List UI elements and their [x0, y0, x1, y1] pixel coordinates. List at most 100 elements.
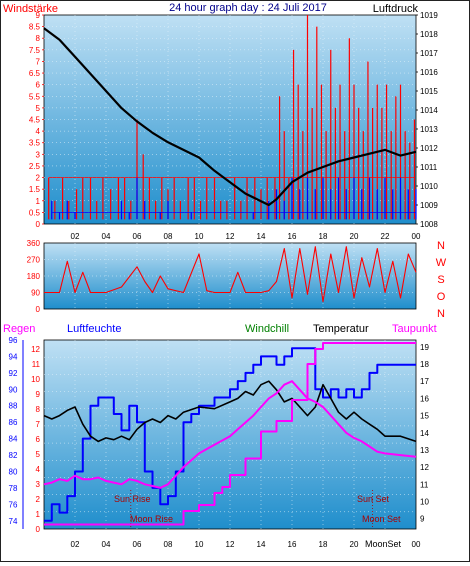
time-tick-label-bottom: 06 [133, 540, 142, 549]
temperature-tick-label: 18 [420, 360, 429, 369]
time-tick-label-bottom: 20 [350, 540, 359, 549]
direction-line [44, 246, 417, 303]
humidity-tick-label: 84 [9, 435, 18, 444]
temperature-tick-label: 17 [420, 377, 429, 386]
direction-tick-label: 360 [27, 239, 41, 248]
time-tick-label: 04 [102, 232, 111, 241]
humidity-tick-label: 96 [9, 336, 18, 345]
temperature-tick-label: 19 [420, 343, 429, 352]
pressure-tick-label: 1008 [420, 220, 438, 229]
pressure-tick-label: 1009 [420, 201, 438, 210]
rain-tick-label: 2 [36, 495, 41, 504]
rain-line [44, 342, 416, 526]
wind-tick-label: 7 [36, 57, 41, 66]
wind-tick-label: 4.5 [29, 116, 41, 125]
time-tick-label: 10 [195, 232, 204, 241]
temperature-line [43, 380, 417, 443]
humidity-tick-label: 78 [9, 484, 18, 493]
time-tick-label: 14 [257, 232, 266, 241]
time-tick-label-bottom: 18 [319, 540, 328, 549]
temperature-tick-label: 9 [420, 515, 425, 524]
time-tick-label-bottom: 00 [412, 540, 421, 549]
moon-set-label: Moon Set [362, 514, 401, 524]
pressure-tick-label: 1018 [420, 30, 438, 39]
time-tick-label-bottom: 12 [226, 540, 235, 549]
rain-tick-label: 1 [36, 510, 41, 519]
wind-tick-label: 0.5 [29, 208, 41, 217]
wind-tick-label: 8.5 [29, 23, 41, 32]
temperature-tick-label: 13 [420, 446, 429, 455]
temperature-tick-label: 16 [420, 394, 429, 403]
time-tick-label: 02 [71, 232, 80, 241]
time-tick-label: 00 [412, 232, 421, 241]
compass-label: S [437, 274, 444, 286]
time-tick-label: 22 [381, 232, 390, 241]
pressure-line [43, 27, 417, 207]
wind-tick-label: 9 [36, 11, 41, 20]
chart-series [43, 15, 417, 529]
humidity-tick-label: 80 [9, 467, 18, 476]
chart-axes: 00.511.522.533.544.555.566.577.588.59100… [9, 11, 447, 549]
time-tick-label: 20 [350, 232, 359, 241]
wind-tick-label: 5 [36, 104, 41, 113]
humidity-line [44, 347, 416, 522]
taupunkt-label: Taupunkt [392, 323, 437, 335]
rain-tick-label: 7 [36, 420, 41, 429]
time-tick-label-bottom: 10 [195, 540, 204, 549]
humidity-tick-label: 76 [9, 500, 18, 509]
time-tick-label-bottom: 08 [164, 540, 173, 549]
wind-tick-label: 7.5 [29, 46, 41, 55]
wind-tick-label: 1.5 [29, 185, 41, 194]
rain-tick-label: 10 [31, 375, 40, 384]
temperatur-label: Temperatur [313, 323, 369, 335]
pressure-tick-label: 1011 [420, 163, 438, 172]
rain-tick-label: 0 [36, 525, 41, 534]
wind-tick-label: 3.5 [29, 139, 41, 148]
direction-tick-label: 0 [36, 305, 41, 314]
wind-tick-label: 6.5 [29, 69, 41, 78]
time-tick-label-bottom: 14 [257, 540, 266, 549]
humidity-tick-label: 92 [9, 369, 18, 378]
direction-tick-label: 180 [27, 272, 41, 281]
moon-rise-label: Moon Rise [130, 514, 173, 524]
time-tick-label: 16 [288, 232, 297, 241]
humidity-tick-label: 88 [9, 402, 18, 411]
windchill-label: Windchill [245, 323, 289, 335]
rain-tick-label: 6 [36, 435, 41, 444]
time-tick-label: 06 [133, 232, 142, 241]
time-tick-label-bottom: 04 [102, 540, 111, 549]
rain-tick-label: 11 [32, 360, 41, 369]
pressure-tick-label: 1012 [420, 144, 438, 153]
wind-tick-label: 3 [36, 150, 41, 159]
wind-tick-label: 5.5 [29, 92, 41, 101]
pressure-tick-label: 1013 [420, 125, 438, 134]
dewpoint-line [43, 380, 417, 489]
pressure-tick-label: 1015 [420, 87, 438, 96]
wind-tick-label: 1 [36, 197, 41, 206]
temperature-tick-label: 14 [420, 429, 429, 438]
pressure-tick-label: 1014 [420, 106, 438, 115]
compass-label: O [437, 291, 446, 303]
time-tick-label-bottom: 02 [71, 540, 80, 549]
pressure-tick-label: 1016 [420, 68, 438, 77]
humidity-tick-label: 90 [9, 385, 18, 394]
rain-tick-label: 5 [36, 450, 41, 459]
compass-label: N [437, 308, 445, 320]
luftdruck-label: Luftdruck [373, 3, 419, 15]
wind-tick-label: 4 [36, 127, 41, 136]
time-tick-label: 18 [319, 232, 328, 241]
wind-tick-label: 6 [36, 81, 41, 90]
direction-tick-label: 90 [31, 289, 40, 298]
sun-rise-label: Sun Rise [114, 494, 151, 504]
rain-tick-label: 9 [36, 390, 41, 399]
wind-tick-label: 0 [36, 220, 41, 229]
humidity-tick-label: 74 [9, 517, 18, 526]
humidity-tick-label: 94 [9, 352, 18, 361]
compass-label: W [436, 257, 447, 269]
rain-tick-label: 12 [31, 345, 40, 354]
temperature-tick-label: 15 [420, 412, 429, 421]
wind-tick-label: 2 [36, 174, 41, 183]
pressure-tick-label: 1017 [420, 49, 438, 58]
